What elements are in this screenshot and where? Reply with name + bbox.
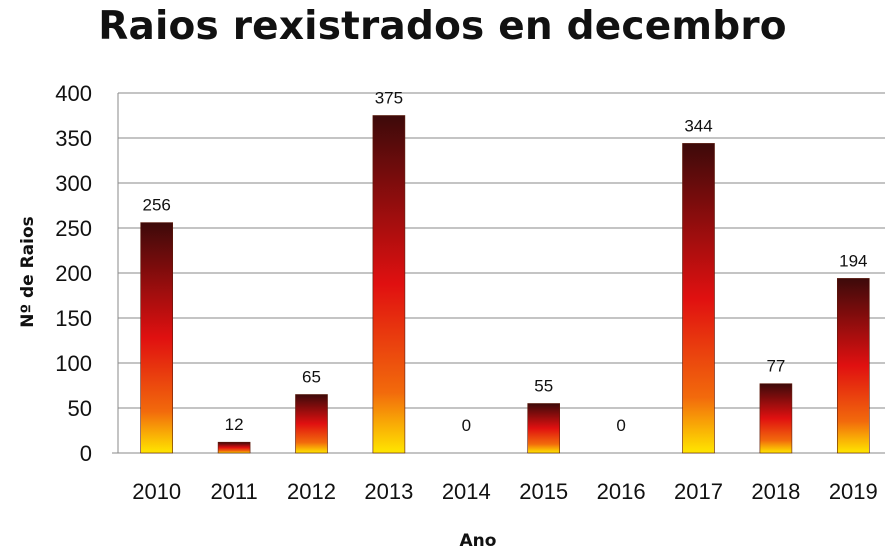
x-tick-label: 2010 [132, 479, 181, 504]
y-tick-label: 50 [68, 396, 92, 421]
bar-2010 [140, 222, 173, 454]
y-tick-label: 300 [55, 171, 92, 196]
data-label: 0 [462, 416, 471, 435]
x-tick-label: 2014 [442, 479, 491, 504]
y-tick-label: 100 [55, 351, 92, 376]
x-tick-label: 2017 [674, 479, 723, 504]
x-tick-label: 2018 [751, 479, 800, 504]
y-axis: 0 50 100 150 200 250 300 350 400 [55, 81, 92, 466]
x-tick-label: 2011 [210, 479, 257, 504]
x-tick-label: 2016 [597, 479, 646, 504]
y-tick-label: 0 [80, 441, 92, 466]
bar-2012 [295, 394, 328, 454]
data-label: 375 [375, 89, 403, 108]
x-tick-label: 2012 [287, 479, 336, 504]
y-tick-label: 350 [55, 126, 92, 151]
data-label: 77 [766, 357, 785, 376]
data-label: 55 [534, 377, 553, 396]
bar-2019 [836, 278, 870, 454]
y-tick-label: 200 [55, 261, 92, 286]
data-label: 344 [684, 116, 712, 135]
x-axis-title: Ano [460, 531, 497, 551]
y-tick-label: 150 [55, 306, 92, 331]
y-tick-label: 250 [55, 216, 92, 241]
y-axis-title: Nº de Raios [18, 216, 38, 328]
data-label: 194 [839, 251, 867, 270]
data-label: 256 [143, 196, 171, 215]
y-tick-label: 400 [55, 81, 92, 106]
data-label: 12 [225, 415, 244, 434]
x-tick-label: 2013 [364, 479, 413, 504]
bar-2015 [527, 403, 561, 454]
bar-2011 [217, 441, 251, 454]
bars [140, 115, 870, 454]
bar-2013 [372, 115, 406, 454]
bar-2018 [759, 383, 793, 454]
bar-2017 [682, 143, 715, 454]
x-axis: 2010 2011 2012 2013 2014 2015 2016 2017 2018 2019 [132, 479, 878, 504]
chart-title: Raios rexistrados en decembro [98, 4, 787, 49]
data-label: 0 [616, 416, 625, 435]
x-tick-label: 2019 [829, 479, 878, 504]
x-tick-label: 2015 [519, 479, 568, 504]
data-label: 65 [302, 368, 321, 387]
data-labels: 256 12 65 375 0 55 0 344 77 194 [143, 89, 868, 436]
gridlines [112, 92, 885, 454]
